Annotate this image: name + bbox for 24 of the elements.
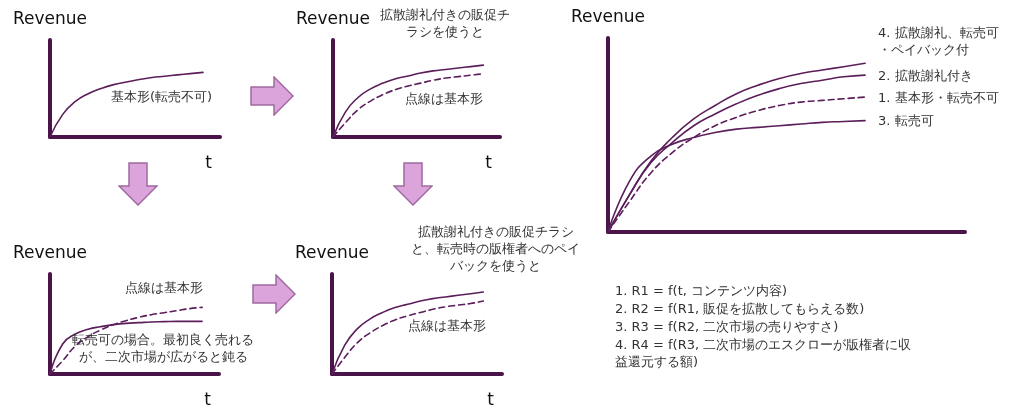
x-axis-title: t xyxy=(487,388,495,409)
series-label: 4. 拡散謝礼、転売可・ペイバック付 xyxy=(878,25,999,58)
series-label: 3. 転売可 xyxy=(878,113,934,129)
text: 1. R1 = f(t, コンテンツ内容) xyxy=(615,282,789,299)
text: 3. R3 = f(R2, 二次市場の売りやすさ) xyxy=(615,318,840,335)
y-axis-title: Revenue xyxy=(294,241,370,262)
series-label: 1. 基本形・転売不可 xyxy=(878,89,999,105)
y-axis-title: Revenue xyxy=(12,7,88,28)
annotation: 転売可の場合。最初良く売れるが、二次市場が広がると鈍る xyxy=(71,331,255,365)
y-axis-title: Revenue xyxy=(12,241,88,262)
y-axis-title: Revenue xyxy=(570,5,646,26)
x-axis-title: t xyxy=(204,388,212,409)
series-label: 2. 拡散謝礼付き xyxy=(878,67,973,83)
x-axis-title: t xyxy=(205,151,213,172)
text: 点線は基本形 xyxy=(125,279,204,296)
series-label: 基本形(転売不可) xyxy=(111,88,213,104)
y-axis-title: Revenue xyxy=(295,7,371,28)
annotation: 点線は基本形 xyxy=(405,90,484,107)
text: 2. R2 = f(R1, 販促を拡散してもらえる数) xyxy=(615,300,866,317)
annotation: 点線は基本形 xyxy=(408,317,487,334)
x-axis-title: t xyxy=(485,151,493,172)
text: 4. R4 = f(R3, 二次市場のエスクローが版権者に収益還元する額) xyxy=(615,336,913,370)
text: 拡散謝礼付きの販促チラシと、転売時の版権者へのペイバックを使うと xyxy=(410,223,581,274)
text: 拡散謝礼付きの販促チラシを使うと xyxy=(379,6,511,40)
